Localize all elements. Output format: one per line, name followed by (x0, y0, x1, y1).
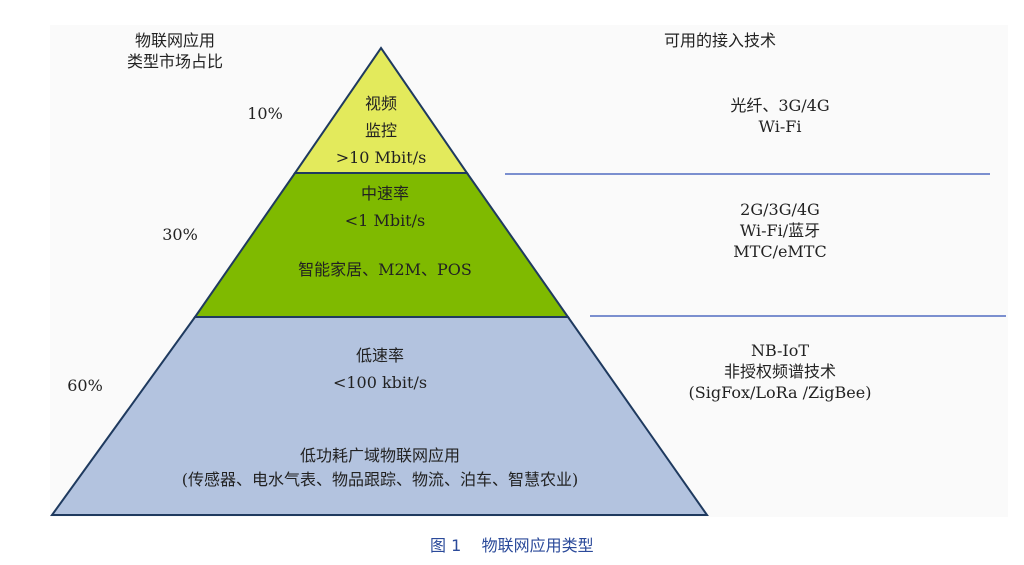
figure-caption: 图 1 物联网应用类型 (430, 536, 594, 555)
tech-bottom: NB-IoT 非授权频谱技术 (SigFox/LoRa /ZigBee) (660, 340, 900, 403)
tier-top-line: 视频 (364, 94, 397, 113)
tier-top-line: >10 Mbit/s (335, 148, 427, 167)
tech-line: 光纤、3G/4G (730, 96, 830, 115)
tech-line: MTC/eMTC (733, 242, 827, 261)
tier-middle-apps: 智能家居、M2M、POS (298, 260, 472, 279)
tier-middle-line: 中速率 (360, 184, 409, 203)
share-60: 60% (67, 376, 103, 395)
tier-top-line: 监控 (364, 121, 397, 140)
left-header: 物联网应用 类型市场占比 (100, 30, 250, 72)
tier-bottom-apps: 低功耗广域物联网应用 (传感器、电水气表、物品跟踪、物流、泊车、智慧农业) (100, 444, 660, 492)
tier-bottom-line: 低速率 (355, 346, 404, 365)
tech-line: Wi-Fi/蓝牙 (739, 221, 821, 240)
tech-top: 光纤、3G/4G Wi-Fi (680, 95, 880, 137)
tier-bottom-apps-line: (传感器、电水气表、物品跟踪、物流、泊车、智慧农业) (181, 470, 579, 489)
tier-bottom-low-rate (50, 316, 709, 516)
tier-middle-line: <1 Mbit/s (344, 211, 426, 230)
tier-bottom-line: <100 kbit/s (332, 373, 428, 392)
tech-line: Wi-Fi (758, 117, 802, 136)
tech-line: NB-IoT (750, 341, 810, 360)
right-header: 可用的接入技术 (663, 31, 776, 50)
left-header-line-1: 物联网应用 (134, 31, 215, 50)
tier-bottom-apps-line: 低功耗广域物联网应用 (299, 446, 460, 465)
tech-line: (SigFox/LoRa /ZigBee) (688, 383, 872, 402)
tech-middle: 2G/3G/4G Wi-Fi/蓝牙 MTC/eMTC (680, 199, 880, 262)
tech-line: 非授权频谱技术 (723, 362, 836, 381)
tier-top-label: 视频 监控 >10 Mbit/s (311, 90, 451, 171)
tier-middle-label: 中速率 <1 Mbit/s (300, 180, 470, 234)
tech-line: 2G/3G/4G (740, 200, 820, 219)
share-10: 10% (247, 104, 283, 123)
tier-bottom-label: 低速率 <100 kbit/s (280, 342, 480, 396)
left-header-line-2: 类型市场占比 (126, 52, 223, 71)
share-30: 30% (162, 225, 198, 244)
